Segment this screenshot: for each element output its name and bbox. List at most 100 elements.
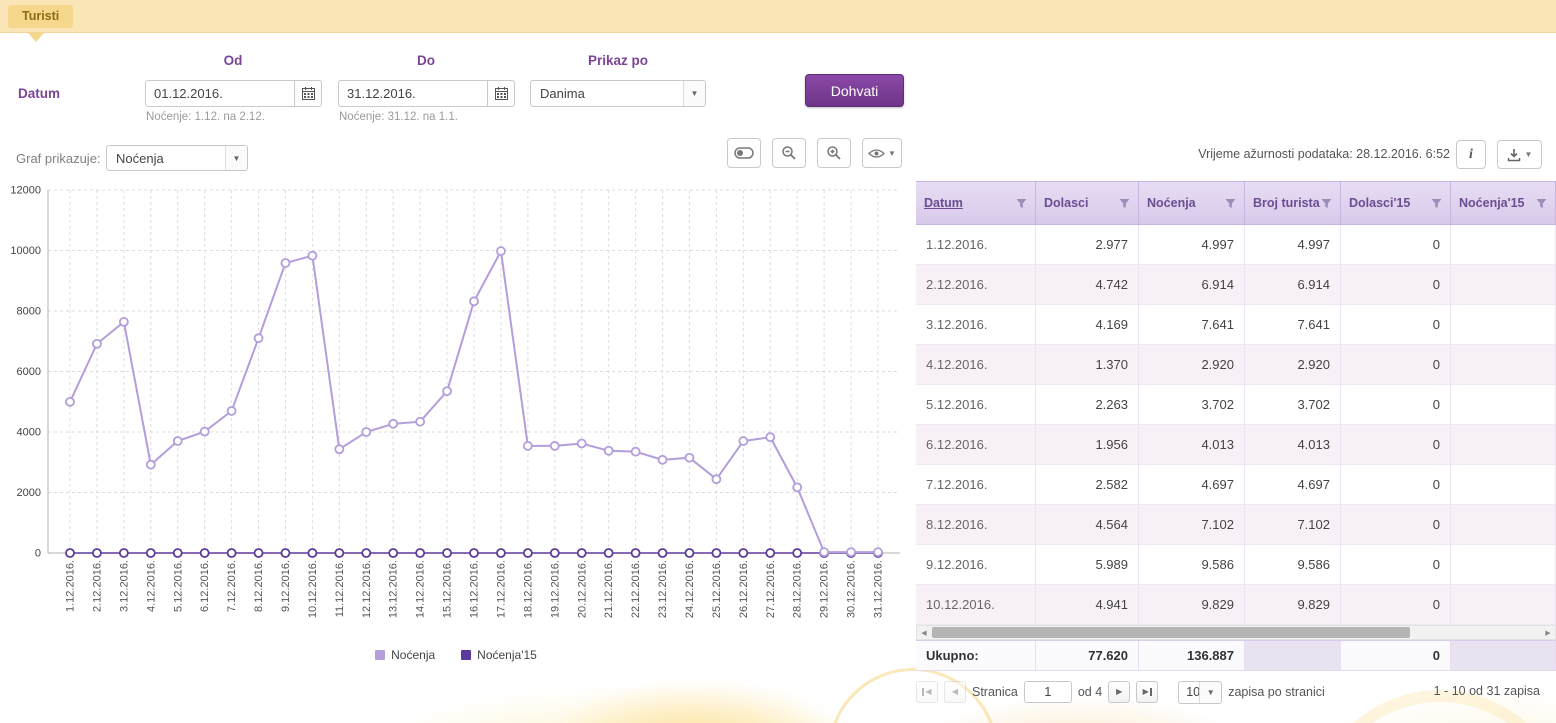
column-header-broj-turista[interactable]: Broj turista: [1245, 182, 1341, 224]
chart-toolbar: ▼: [727, 138, 902, 168]
next-page-button[interactable]: ▶: [1108, 681, 1130, 703]
svg-text:10.12.2016.: 10.12.2016.: [307, 560, 319, 618]
chevron-down-icon: ▼: [1199, 682, 1221, 703]
prikaz-po-label: Prikaz po: [530, 53, 706, 68]
graf-prikazuje-select[interactable]: Noćenja ▼: [106, 145, 248, 171]
page-number-input[interactable]: [1024, 681, 1072, 703]
tab-pointer-icon: [28, 33, 44, 42]
info-button[interactable]: i: [1456, 140, 1486, 169]
pagination-bar: ◀ ◀ Stranica od 4 ▶ ▶ 10 ▼ zapisa po str…: [916, 678, 1325, 706]
top-tab-bar: Turisti: [0, 0, 1556, 33]
legend-item-nocenja15[interactable]: Noćenja'15: [461, 648, 537, 662]
column-header-dolasci[interactable]: Dolasci: [1036, 182, 1139, 224]
table-cell: 4.941: [1036, 585, 1139, 625]
date-to-hint: Noćenje: 31.12. na 1.1.: [339, 111, 458, 123]
dohvati-button[interactable]: Dohvati: [805, 74, 904, 107]
date-from-hint: Noćenje: 1.12. na 2.12.: [146, 111, 265, 123]
svg-text:11.12.2016.: 11.12.2016.: [334, 560, 346, 617]
column-label: Dolasci: [1044, 196, 1088, 210]
date-from-input[interactable]: [145, 80, 295, 107]
table-row[interactable]: 2.12.2016.4.7426.9146.9140: [916, 265, 1556, 305]
horizontal-scrollbar[interactable]: ◀ ▶: [916, 625, 1556, 640]
last-page-button[interactable]: ▶: [1136, 681, 1158, 703]
column-header-nocenja15[interactable]: Noćenja'15: [1451, 182, 1556, 224]
download-button[interactable]: ▼: [1497, 140, 1542, 169]
table-row[interactable]: 7.12.2016.2.5824.6974.6970: [916, 465, 1556, 505]
total-pages-label: od 4: [1078, 685, 1102, 699]
table-cell: 9.829: [1245, 585, 1341, 625]
page-size-select[interactable]: 10 ▼: [1178, 681, 1222, 704]
totals-dolasci: 77.620: [1036, 641, 1139, 670]
series-visibility-button[interactable]: ▼: [862, 138, 902, 168]
chart-area[interactable]: 0200040006000800010000120001.12.2016.2.1…: [2, 180, 912, 642]
calendar-button-from[interactable]: [295, 80, 322, 107]
tab-turisti[interactable]: Turisti: [8, 5, 73, 28]
nights-line-chart[interactable]: 0200040006000800010000120001.12.2016.2.1…: [2, 180, 912, 642]
filter-icon[interactable]: [1119, 198, 1130, 209]
marker-toggle-button[interactable]: [727, 138, 761, 168]
date-to-input[interactable]: [338, 80, 488, 107]
table-row[interactable]: 5.12.2016.2.2633.7023.7020: [916, 385, 1556, 425]
first-page-button[interactable]: ◀: [916, 681, 938, 703]
table-cell: 0: [1341, 225, 1451, 265]
table-cell: 4.742: [1036, 265, 1139, 305]
table-row[interactable]: 4.12.2016.1.3702.9202.9200: [916, 345, 1556, 385]
svg-text:16.12.2016.: 16.12.2016.: [469, 560, 481, 618]
table-cell: 4.997: [1245, 225, 1341, 265]
legend-item-nocenja[interactable]: Noćenja: [375, 648, 435, 662]
table-cell: 0: [1341, 545, 1451, 585]
calendar-button-to[interactable]: [488, 80, 515, 107]
legend-label: Noćenja: [391, 648, 435, 662]
table-cell: [1451, 225, 1556, 265]
table-cell: 7.102: [1245, 505, 1341, 545]
table-cell: 1.956: [1036, 425, 1139, 465]
table-cell: 3.702: [1139, 385, 1245, 425]
totals-label: Ukupno:: [916, 641, 1036, 670]
filter-icon[interactable]: [1536, 198, 1547, 209]
table-row[interactable]: 3.12.2016.4.1697.6417.6410: [916, 305, 1556, 345]
cell-datum: 9.12.2016.: [916, 545, 1036, 585]
table-cell: [1451, 385, 1556, 425]
calendar-icon: [302, 87, 315, 100]
filter-icon[interactable]: [1225, 198, 1236, 209]
table-cell: 6.914: [1245, 265, 1341, 305]
svg-text:6000: 6000: [17, 366, 41, 378]
zapisa-label: zapisa po stranici: [1228, 685, 1325, 699]
table-row[interactable]: 8.12.2016.4.5647.1027.1020: [916, 505, 1556, 545]
svg-text:12.12.2016.: 12.12.2016.: [361, 560, 373, 618]
filter-icon[interactable]: [1016, 198, 1027, 209]
chart-legend: Noćenja Noćenja'15: [0, 648, 912, 662]
scroll-right-icon[interactable]: ▶: [1541, 626, 1555, 639]
svg-text:4.12.2016.: 4.12.2016.: [145, 560, 157, 612]
zoom-out-button[interactable]: [772, 138, 806, 168]
legend-swatch: [461, 650, 471, 660]
triangle-left-icon: ◀: [925, 688, 931, 696]
table-row[interactable]: 10.12.2016.4.9419.8299.8290: [916, 585, 1556, 625]
table-cell: 0: [1341, 385, 1451, 425]
table-cell: 4.697: [1139, 465, 1245, 505]
triangle-right-icon: ▶: [1116, 688, 1122, 696]
column-header-nocenja[interactable]: Noćenja: [1139, 182, 1245, 224]
totals-broj-turista: [1245, 641, 1341, 670]
totals-nocenja: 136.887: [1139, 641, 1245, 670]
scroll-left-icon[interactable]: ◀: [917, 626, 931, 639]
table-row[interactable]: 6.12.2016.1.9564.0134.0130: [916, 425, 1556, 465]
column-header-datum[interactable]: Datum: [916, 182, 1036, 224]
turisti-app: Turisti Datum Od Do Prikaz po Noćenje: 1…: [0, 0, 1556, 723]
table-body: 1.12.2016.2.9774.9974.99702.12.2016.4.74…: [916, 225, 1556, 625]
zoom-in-button[interactable]: [817, 138, 851, 168]
table-cell: [1451, 545, 1556, 585]
table-row[interactable]: 1.12.2016.2.9774.9974.9970: [916, 225, 1556, 265]
filter-icon[interactable]: [1321, 198, 1332, 209]
prev-page-button[interactable]: ◀: [944, 681, 966, 703]
graf-prikazuje-label: Graf prikazuje:: [16, 151, 101, 166]
filter-icon[interactable]: [1431, 198, 1442, 209]
column-header-dolasci15[interactable]: Dolasci'15: [1341, 182, 1451, 224]
scrollbar-thumb[interactable]: [932, 627, 1410, 638]
zoom-in-icon: [826, 145, 842, 161]
table-row[interactable]: 9.12.2016.5.9899.5869.5860: [916, 545, 1556, 585]
table-cell: [1451, 585, 1556, 625]
prikaz-po-select[interactable]: Danima ▼: [530, 80, 706, 107]
svg-text:2000: 2000: [17, 487, 41, 499]
column-label: Datum: [924, 196, 963, 210]
